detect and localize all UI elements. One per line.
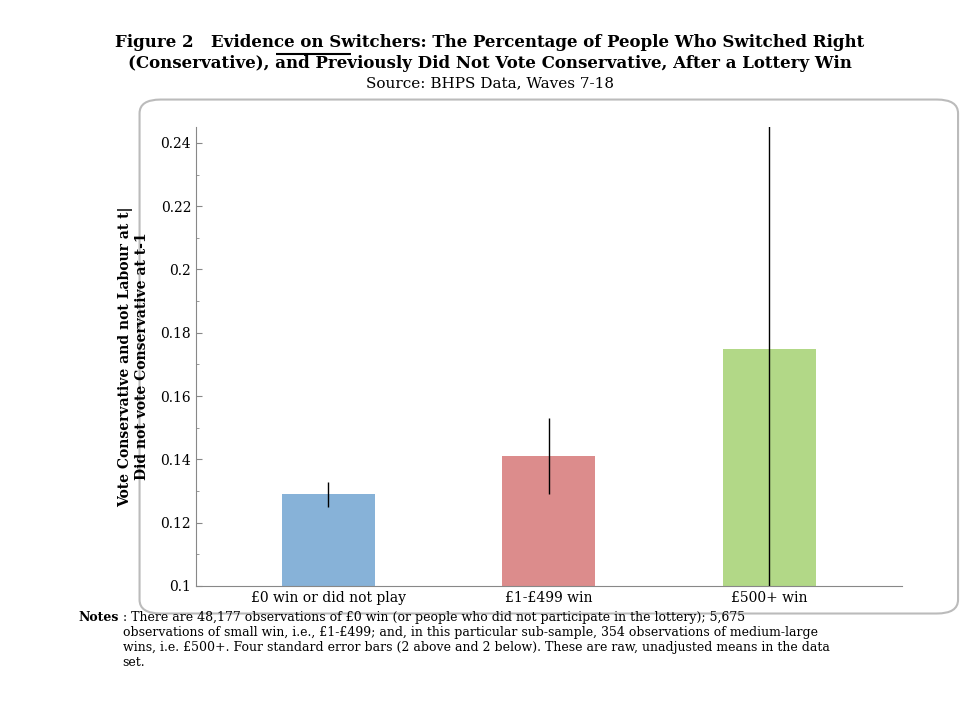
Y-axis label: Vote Conservative and not Labour at t|
Did not vote Conservative at t-1: Vote Conservative and not Labour at t| D… (118, 206, 149, 507)
Bar (723, 349, 815, 586)
Text: Notes: Notes (78, 611, 119, 623)
Bar (282, 494, 374, 586)
Text: Figure 2   Evidence on Switchers: The Percentage of People Who Switched Right: Figure 2 Evidence on Switchers: The Perc… (116, 34, 864, 51)
Text: (Conservative), and Previously Did Not Vote Conservative, After a Lottery Win: (Conservative), and Previously Did Not V… (128, 55, 852, 72)
Text: Source: BHPS Data, Waves 7-18: Source: BHPS Data, Waves 7-18 (366, 76, 614, 90)
Text: : There are 48,177 observations of £0 win (or people who did not participate in : : There are 48,177 observations of £0 wi… (122, 611, 829, 669)
Bar (503, 456, 595, 586)
FancyBboxPatch shape (139, 100, 958, 614)
